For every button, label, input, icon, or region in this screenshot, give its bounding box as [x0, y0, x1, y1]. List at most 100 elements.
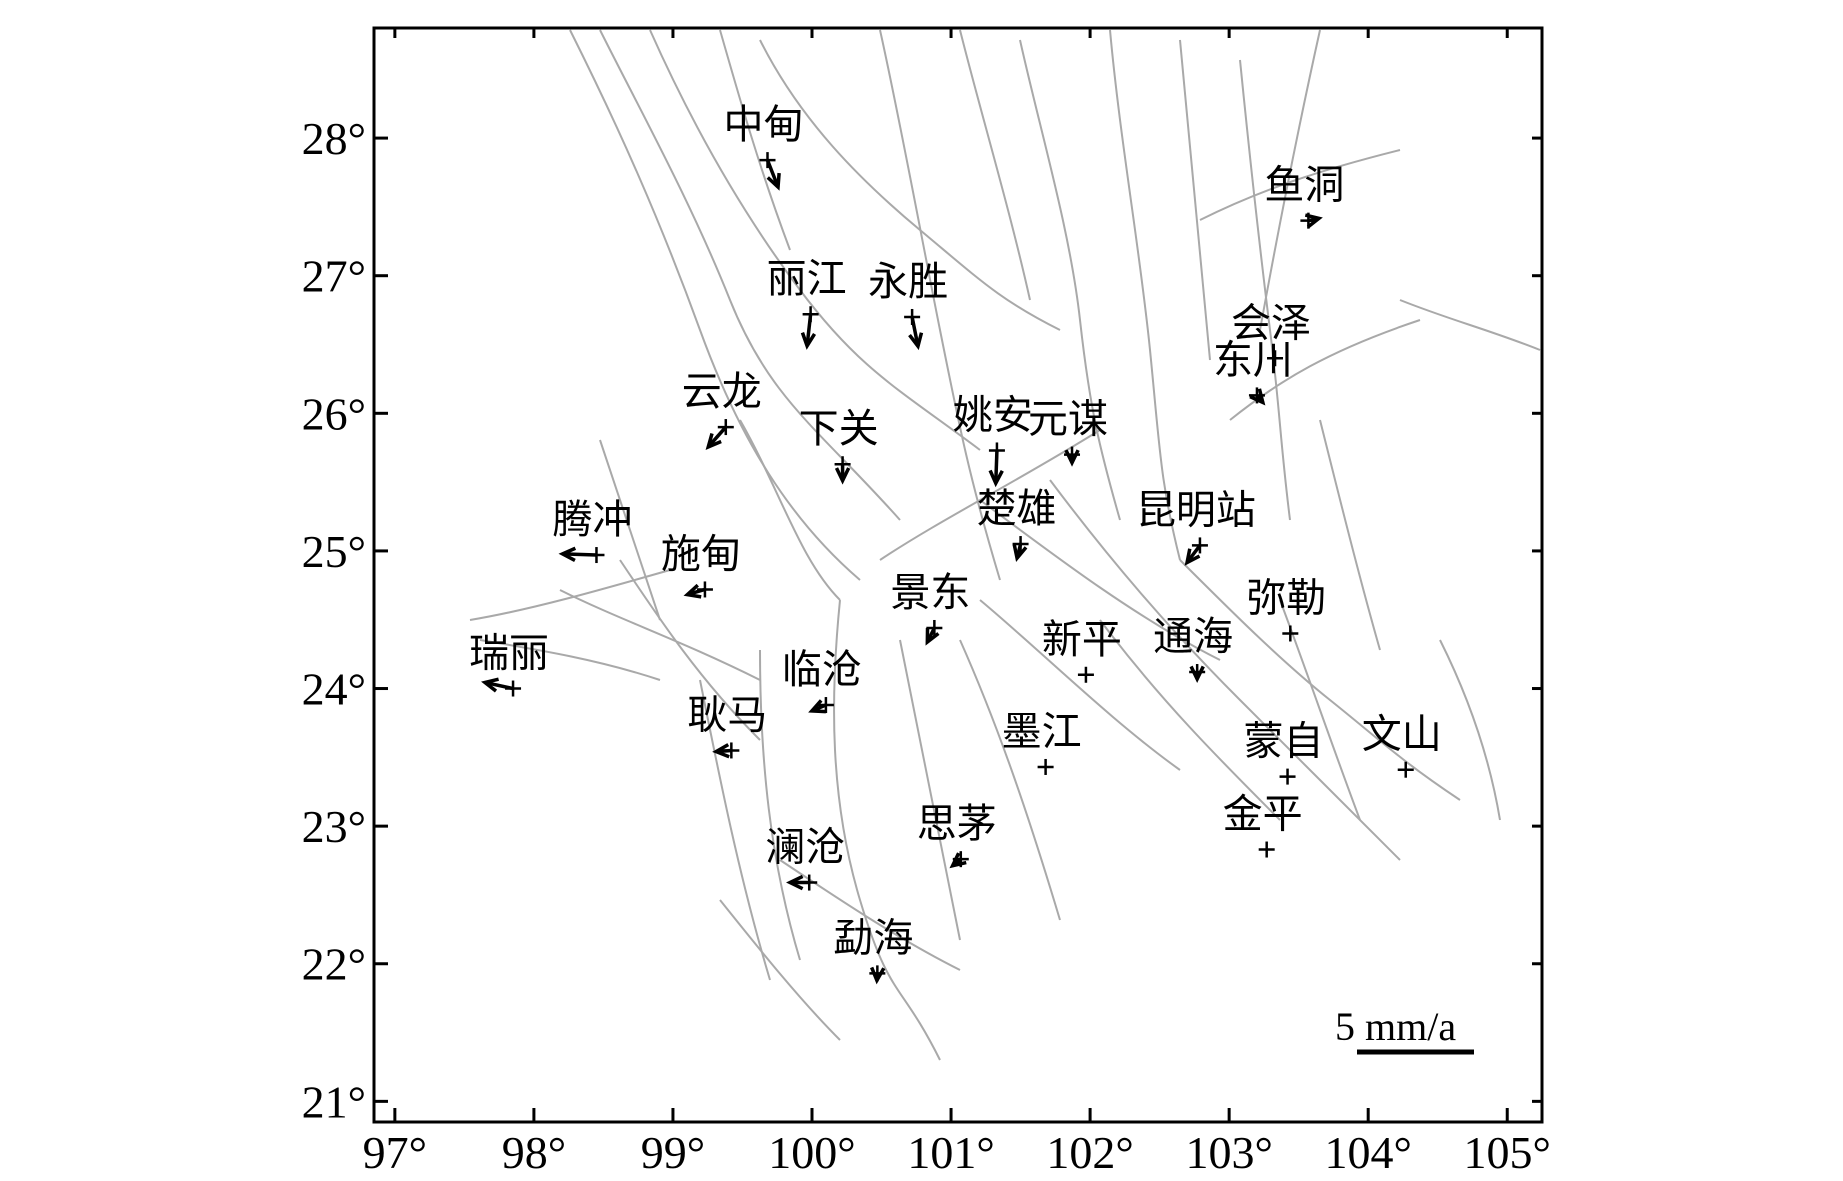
station-8: 腾冲	[552, 497, 632, 564]
scale-bar: 5 mm/a	[1335, 1004, 1474, 1055]
velocity-arrowhead	[800, 332, 817, 350]
x-tick-label: 102°	[1046, 1127, 1133, 1178]
station-label: 中甸	[724, 102, 804, 148]
y-tick-label: 24°	[302, 664, 366, 715]
station-label: 思茅	[917, 801, 997, 847]
velocity-vector	[805, 314, 813, 347]
velocity-arrowhead	[908, 332, 924, 351]
station-24: 会泽	[1231, 300, 1311, 367]
station-23: 鱼洞	[1264, 163, 1344, 229]
velocity-arrowhead	[1189, 665, 1205, 684]
x-tick-label: 103°	[1185, 1127, 1272, 1178]
y-tick-label: 26°	[302, 388, 366, 439]
station-3: 永胜	[868, 259, 948, 351]
axis-ticks: 97° 98° 99° 100° 101° 102° 103° 104° 105° 21° 22° 2…	[302, 28, 1551, 1178]
station-label: 东川	[1213, 337, 1293, 383]
station-label: 云龙	[682, 369, 762, 415]
velocity-arrowhead	[1064, 449, 1080, 467]
station-label: 丽江	[767, 256, 847, 302]
station-label: 下关	[799, 406, 879, 452]
velocity-arrowhead	[1249, 388, 1266, 406]
velocity-arrowhead	[1184, 548, 1201, 566]
velocity-arrowhead	[683, 583, 702, 599]
x-tick-label: 99°	[641, 1127, 705, 1178]
station-label: 金平	[1223, 792, 1303, 838]
station-22: 勐海	[833, 915, 913, 985]
station-25: 东川	[1213, 337, 1293, 406]
velocity-arrowhead	[834, 467, 851, 485]
velocity-vector	[706, 425, 728, 449]
station-label: 永胜	[868, 259, 948, 305]
station-label: 弥勒	[1246, 575, 1326, 621]
station-label: 昆明站	[1136, 487, 1256, 533]
map-frame	[372, 26, 1544, 1124]
velocity-vector	[910, 316, 920, 347]
station-label: 景东	[890, 570, 970, 616]
y-tick-label: 21°	[302, 1076, 366, 1127]
velocity-arrowhead	[705, 433, 722, 450]
velocity-arrowhead	[766, 172, 781, 191]
station-2: 丽江	[767, 256, 847, 350]
station-6: 姚安	[953, 392, 1033, 488]
station-28: 金平	[1223, 792, 1303, 858]
velocity-vector	[562, 552, 597, 557]
station-label: 蒙自	[1244, 719, 1324, 765]
velocity-arrowhead	[1012, 544, 1028, 562]
x-tick-label: 98°	[502, 1127, 566, 1178]
y-tick-label: 23°	[302, 801, 366, 852]
station-label: 姚安	[953, 392, 1033, 438]
station-19: 墨江	[1002, 709, 1082, 775]
station-label: 文山	[1362, 712, 1442, 758]
velocity-vector	[765, 159, 780, 188]
x-tick-label: 105°	[1464, 1127, 1551, 1178]
station-11: 昆明站	[1136, 487, 1256, 566]
station-label: 施甸	[661, 531, 741, 577]
station-1: 中甸	[724, 102, 804, 191]
velocity-arrowhead	[1304, 213, 1323, 229]
station-label: 鱼洞	[1264, 163, 1344, 209]
station-16: 弥勒	[1246, 575, 1326, 642]
station-20: 思茅	[917, 801, 997, 869]
station-9: 施甸	[661, 531, 741, 599]
velocity-arrowhead	[949, 852, 967, 869]
station-label: 墨江	[1002, 709, 1082, 755]
x-tick-label: 101°	[907, 1127, 994, 1178]
station-5: 下关	[799, 406, 879, 485]
station-label: 瑞丽	[469, 631, 549, 677]
x-tick-label: 100°	[768, 1127, 855, 1178]
station-label: 楚雄	[977, 486, 1057, 532]
station-17: 临沧	[782, 647, 862, 714]
station-label: 会泽	[1231, 300, 1311, 346]
velocity-vector	[994, 450, 999, 484]
y-tick-label: 28°	[302, 113, 366, 164]
station-label: 澜沧	[765, 825, 845, 871]
velocity-arrowhead	[712, 743, 730, 759]
station-14: 新平	[1042, 617, 1122, 683]
velocity-vector	[484, 680, 514, 691]
x-tick-label: 104°	[1324, 1127, 1411, 1178]
scale-bar-label: 5 mm/a	[1335, 1004, 1456, 1049]
station-15: 通海	[1153, 614, 1233, 684]
station-label: 通海	[1153, 614, 1233, 660]
velocity-arrowhead	[925, 627, 940, 646]
y-tick-label: 22°	[302, 939, 366, 990]
station-10: 楚雄	[977, 486, 1057, 562]
station-label: 元谋	[1028, 397, 1108, 443]
velocity-arrowhead	[808, 699, 826, 714]
velocity-arrowhead	[558, 546, 577, 562]
station-label: 临沧	[782, 647, 862, 693]
station-label: 腾冲	[552, 497, 632, 543]
station-27: 文山	[1362, 712, 1442, 778]
station-26: 蒙自	[1244, 719, 1324, 785]
velocity-arrowhead	[870, 966, 886, 985]
fault-lines	[469, 29, 1541, 1061]
y-tick-label: 25°	[302, 526, 366, 577]
velocity-arrowhead	[988, 469, 1004, 488]
velocity-arrowhead	[481, 677, 499, 693]
station-12: 景东	[890, 570, 970, 646]
station-label: 新平	[1042, 617, 1122, 663]
x-tick-label: 97°	[363, 1127, 427, 1178]
station-21: 澜沧	[765, 825, 845, 891]
